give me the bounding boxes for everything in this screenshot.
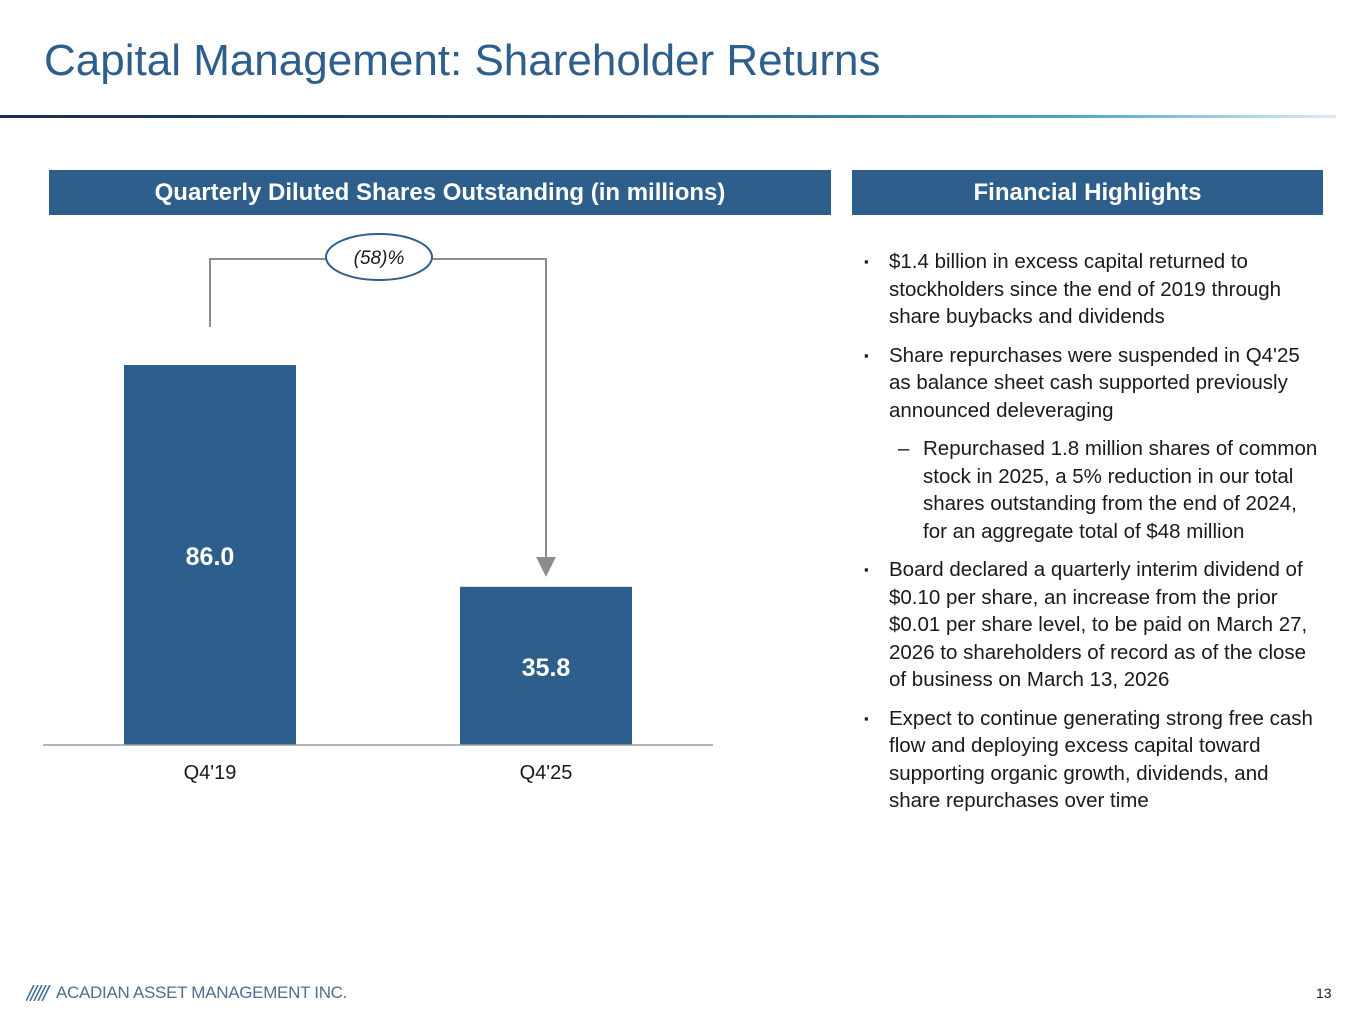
company-logo: ACADIAN ASSET MANAGEMENT INC. [26, 983, 347, 1003]
connector-arrow [432, 258, 556, 577]
bullet-item: ▪ Expect to continue generating strong fr… [858, 705, 1318, 815]
bullet-text: Repurchased 1.8 million shares of common… [923, 437, 1318, 543]
page-number: 13 [1316, 985, 1332, 1001]
dash-marker: – [898, 437, 910, 460]
change-annotation-ellipse [325, 233, 433, 281]
bullet-text: Share repurchases were suspended in Q4'2… [889, 343, 1300, 422]
square-bullet-icon: ▪ [864, 254, 869, 269]
bullet-text: Board declared a quarterly interim divid… [889, 558, 1308, 691]
bar-value-label: 35.8 [522, 654, 571, 682]
bar-value-label: 86.0 [186, 543, 235, 571]
page-title: Capital Management: Shareholder Returns [44, 36, 881, 85]
financial-highlights-list: ▪ $1.4 billion in excess capital returned… [858, 248, 1318, 826]
bar-1 [460, 586, 632, 745]
square-bullet-icon: ▪ [864, 562, 869, 577]
bullet-item: ▪ Board declared a quarterly interim divi… [858, 556, 1318, 694]
bullet-item: ▪ $1.4 billion in excess capital returned… [858, 248, 1318, 331]
bullet-text: $1.4 billion in excess capital returned … [889, 250, 1282, 328]
bar-0 [124, 365, 296, 745]
acadian-stripes-icon [26, 985, 51, 1001]
square-bullet-icon: ▪ [864, 347, 869, 363]
title-divider [0, 115, 1336, 118]
bullet-item: ▪ Share repurchases were suspended in Q4'… [858, 342, 1318, 425]
category-label: Q4'25 [520, 762, 573, 784]
shares-outstanding-chart: (58)% 86.0 Q4'19 35.8 Q4'25 [43, 233, 713, 784]
bullet-text: Expect to continue generating strong fre… [889, 706, 1313, 813]
change-annotation-label: (58)% [354, 248, 405, 269]
company-name: ACADIAN ASSET MANAGEMENT INC. [56, 983, 348, 1002]
sub-bullet-item: – Repurchased 1.8 million shares of commo… [858, 435, 1318, 545]
square-bullet-icon: ▪ [864, 710, 869, 726]
chart-header: Quarterly Diluted Shares Outstanding (in… [49, 170, 831, 215]
financial-highlights-header: Financial Highlights [852, 170, 1323, 215]
category-label: Q4'19 [184, 762, 237, 784]
connector-left [209, 258, 326, 327]
